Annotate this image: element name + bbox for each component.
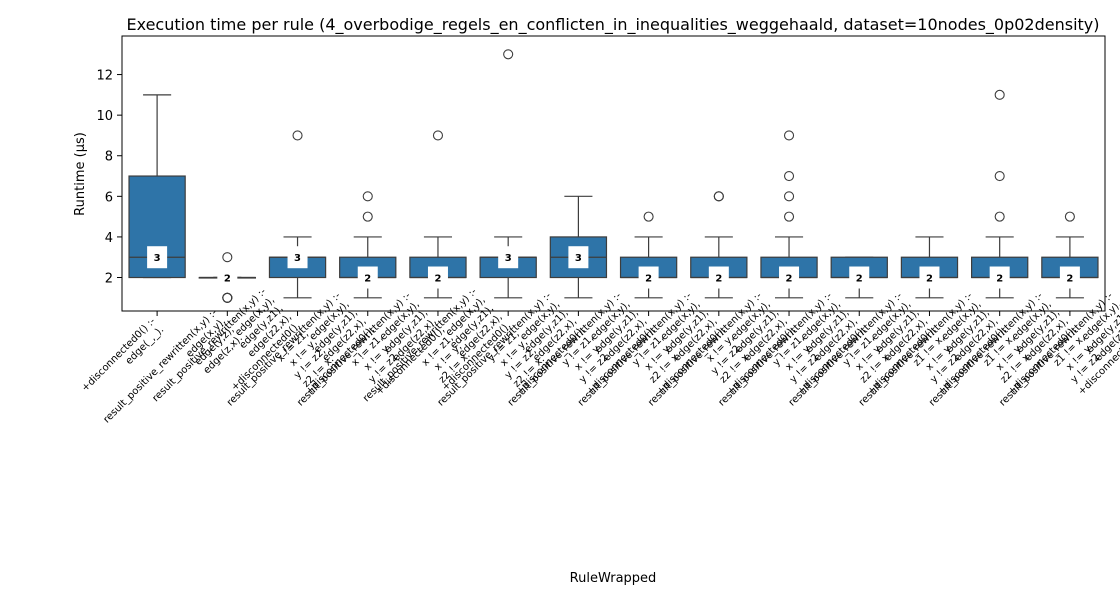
median-label-bg <box>427 266 448 289</box>
x-tick-label: result_positive_rewritten(x,y) :-edge(x,… <box>151 286 337 472</box>
box-10: 2 <box>760 130 818 299</box>
outlier-point <box>994 89 1005 100</box>
chart-title: Execution time per rule (4_overbodige_re… <box>126 15 1099 35</box>
median-label-bg <box>568 246 589 269</box>
plot-area: 3 2 3 2 2 3 3 2 2 2 2 2 2 2 <box>121 35 1106 312</box>
median-label-bg <box>498 246 519 269</box>
median-label-bg <box>357 266 378 289</box>
outlier-point <box>783 170 795 182</box>
median-label: 3 <box>505 253 512 264</box>
median-label-bg <box>919 266 940 289</box>
median-label-bg <box>708 266 729 289</box>
median-label-bg <box>779 266 800 289</box>
median-label: 2 <box>996 274 1003 285</box>
y-tick-label: 6 <box>105 190 113 205</box>
median-label-bg <box>1059 266 1080 289</box>
x-axis-label: RuleWrapped <box>570 571 657 586</box>
median-label: 2 <box>856 274 863 285</box>
x-tick-label: +disconnected0() :-edge(_,_). <box>80 316 167 403</box>
outlier-point <box>222 292 233 303</box>
outlier-point <box>783 191 795 202</box>
outlier-point <box>362 191 373 202</box>
y-axis: 2 4 6 8 10 12 <box>96 69 122 287</box>
median-label: 3 <box>154 253 161 264</box>
outlier-point <box>643 211 654 222</box>
x-axis: +disconnected0() :-edge(_,_).result_posi… <box>80 286 1120 472</box>
median-label: 2 <box>926 274 933 285</box>
y-tick-label: 2 <box>105 272 113 287</box>
box-8: 2 <box>619 211 678 299</box>
outlier-point <box>222 252 233 263</box>
box-9: 2 <box>690 191 748 299</box>
y-tick-label: 12 <box>96 69 113 84</box>
box-12: 2 <box>900 236 959 299</box>
median-label-bg <box>147 246 168 269</box>
box-7: 3 <box>549 195 608 299</box>
box-6: 3 <box>479 49 537 299</box>
median-label: 2 <box>224 274 231 285</box>
plot-frame <box>121 35 1106 312</box>
outlier-point <box>783 130 795 141</box>
median-label-bg <box>638 266 659 289</box>
median-label: 2 <box>364 274 371 285</box>
box-11: 2 <box>830 256 888 299</box>
y-tick-label: 8 <box>105 150 113 165</box>
outlier-point <box>1064 211 1075 222</box>
outlier-point <box>432 130 444 141</box>
outlier-point <box>994 211 1005 222</box>
y-tick-label: 4 <box>105 231 113 246</box>
median-label: 3 <box>294 253 301 264</box>
outlier-point <box>503 49 514 60</box>
outlier-point <box>713 191 724 202</box>
box-5: 2 <box>409 130 467 299</box>
box-2: 2 <box>198 252 257 303</box>
median-label: 2 <box>715 274 722 285</box>
median-label-bg <box>849 266 870 289</box>
outlier-point <box>783 211 795 222</box>
median-label-bg <box>287 246 308 269</box>
box-3: 3 <box>268 130 327 299</box>
box-13: 2 <box>970 89 1029 299</box>
outlier-point <box>362 211 373 222</box>
median-label-bg <box>217 266 238 289</box>
y-axis-label: Runtime (µs) <box>73 132 88 216</box>
median-label: 2 <box>434 274 441 285</box>
box-1: 3 <box>128 94 186 279</box>
y-tick-label: 10 <box>96 109 113 124</box>
median-label: 2 <box>786 274 793 285</box>
median-label-bg <box>989 266 1010 289</box>
box-4: 2 <box>339 191 397 299</box>
outlier-point <box>292 130 303 141</box>
median-label: 3 <box>575 253 582 264</box>
box-14: 2 <box>1041 211 1099 299</box>
median-label: 2 <box>645 274 652 285</box>
outlier-point <box>994 170 1005 182</box>
median-label: 2 <box>1066 274 1073 285</box>
